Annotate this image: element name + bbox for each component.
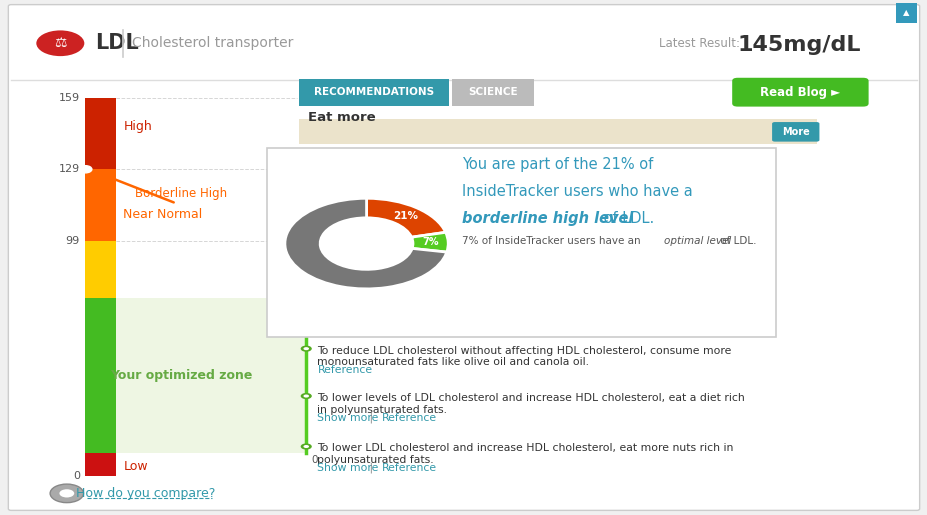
Bar	[85, 169, 116, 241]
Circle shape	[300, 346, 311, 352]
Bar	[451, 79, 533, 106]
Circle shape	[300, 393, 311, 399]
Bar	[85, 453, 116, 476]
Text: Read Blog ►: Read Blog ►	[759, 85, 840, 99]
Text: To lower LDL cholesterol and increase HDL cholesterol, eat more nuts rich in
pol: To lower LDL cholesterol and increase HD…	[317, 443, 733, 465]
Circle shape	[300, 443, 311, 450]
Text: Latest Result:: Latest Result:	[658, 37, 739, 50]
Text: borderline high level: borderline high level	[462, 211, 633, 226]
Text: Near Normal: Near Normal	[123, 208, 202, 221]
Bar	[85, 298, 116, 453]
Bar	[895, 3, 916, 23]
Text: 0: 0	[311, 455, 317, 465]
Text: SCIENCE: SCIENCE	[467, 87, 517, 97]
Text: of LDL.: of LDL.	[599, 211, 654, 226]
Text: Show more: Show more	[317, 413, 378, 422]
Circle shape	[303, 394, 309, 398]
Text: 7% of InsideTracker users have an: 7% of InsideTracker users have an	[462, 236, 643, 246]
Text: Show more: Show more	[317, 463, 378, 473]
Text: Cholesterol transporter: Cholesterol transporter	[132, 36, 293, 50]
Text: 7%: 7%	[422, 237, 438, 248]
Text: To reduce LDL cholesterol without affecting HDL cholesterol, consume more
monoun: To reduce LDL cholesterol without affect…	[317, 346, 731, 367]
Text: High: High	[123, 120, 152, 133]
Text: 21%: 21%	[393, 211, 418, 220]
Circle shape	[50, 484, 83, 503]
Bar	[116, 298, 306, 453]
Bar	[298, 79, 449, 106]
Text: ▲: ▲	[902, 8, 909, 18]
Text: of LDL.: of LDL.	[717, 236, 756, 246]
Wedge shape	[285, 198, 446, 289]
Text: More: More	[781, 127, 808, 137]
Bar	[298, 119, 816, 144]
Text: To lower levels of LDL cholesterol and increase HDL cholesterol, eat a diet rich: To lower levels of LDL cholesterol and i…	[317, 393, 744, 415]
Wedge shape	[411, 232, 448, 252]
Text: Low: Low	[123, 460, 148, 473]
Text: |: |	[365, 463, 376, 473]
Text: 129: 129	[58, 164, 80, 174]
Wedge shape	[366, 198, 445, 237]
Text: Your optimized zone: Your optimized zone	[109, 369, 252, 382]
Text: 145mg/dL: 145mg/dL	[737, 35, 860, 55]
Text: Eat more: Eat more	[308, 111, 375, 124]
FancyBboxPatch shape	[8, 5, 919, 510]
Text: How do you compare?: How do you compare?	[76, 487, 215, 500]
Text: Reference: Reference	[317, 365, 372, 375]
Text: |: |	[365, 413, 376, 423]
Circle shape	[303, 347, 309, 350]
Circle shape	[303, 445, 309, 448]
Text: You are part of the 21% of: You are part of the 21% of	[462, 157, 653, 172]
Text: RECOMMENDATIONS: RECOMMENDATIONS	[313, 87, 434, 97]
Text: InsideTracker users who have a: InsideTracker users who have a	[462, 184, 692, 199]
Text: 0: 0	[72, 471, 80, 482]
Text: ⚖: ⚖	[54, 36, 67, 50]
FancyBboxPatch shape	[267, 148, 775, 337]
FancyBboxPatch shape	[771, 122, 819, 142]
Text: Reference: Reference	[382, 413, 437, 422]
Text: 159: 159	[58, 93, 80, 103]
Circle shape	[59, 489, 74, 497]
Text: Borderline High: Borderline High	[134, 187, 227, 200]
Text: LDL: LDL	[95, 33, 139, 53]
Bar	[85, 98, 116, 169]
FancyBboxPatch shape	[731, 78, 868, 107]
Bar	[11, 6, 916, 80]
Text: Reference: Reference	[382, 463, 437, 473]
Text: optimal level: optimal level	[663, 236, 730, 246]
Bar	[85, 241, 116, 298]
Circle shape	[35, 29, 85, 57]
Circle shape	[79, 166, 92, 173]
Text: 99: 99	[66, 236, 80, 246]
